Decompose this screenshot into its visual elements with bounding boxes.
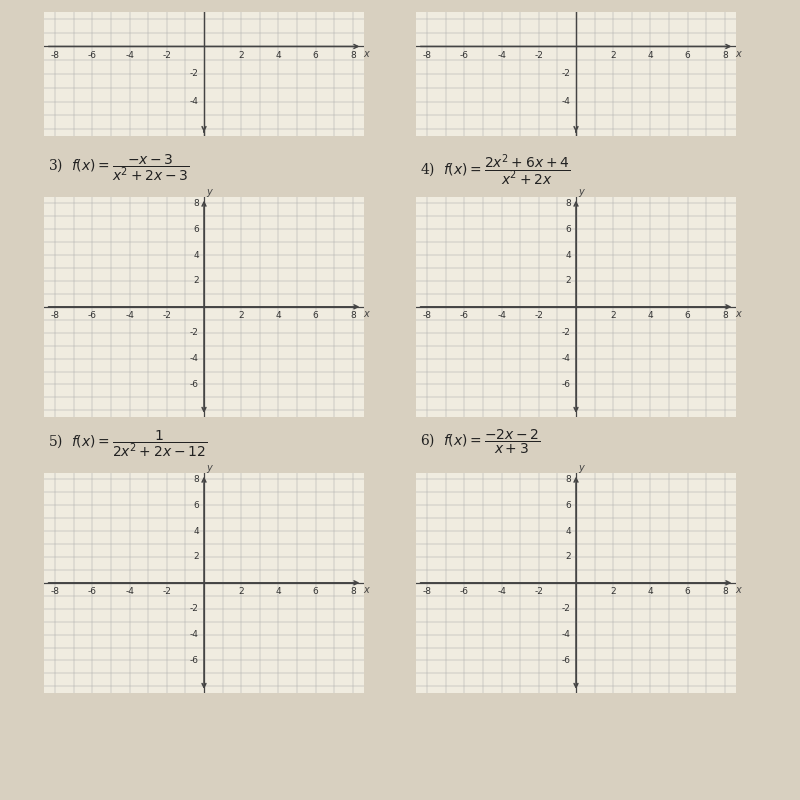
Text: 2: 2 (565, 277, 570, 286)
Text: 6: 6 (685, 51, 690, 60)
Text: -8: -8 (422, 311, 432, 320)
Text: -2: -2 (534, 51, 543, 60)
Text: -6: -6 (460, 587, 469, 596)
Text: 6: 6 (193, 501, 198, 510)
Text: -4: -4 (497, 51, 506, 60)
Text: 2: 2 (610, 311, 616, 320)
Text: 6)  $f(x) = \dfrac{-2x-2}{x+3}$: 6) $f(x) = \dfrac{-2x-2}{x+3}$ (420, 428, 541, 456)
Text: x: x (735, 585, 741, 595)
Text: -4: -4 (497, 311, 506, 320)
Text: 4: 4 (193, 526, 198, 535)
Text: y: y (578, 187, 584, 198)
Text: -6: -6 (88, 51, 97, 60)
Text: -2: -2 (162, 311, 171, 320)
Text: 5)  $f(x) = \dfrac{1}{2x^2+2x-12}$: 5) $f(x) = \dfrac{1}{2x^2+2x-12}$ (48, 428, 207, 459)
Text: 4: 4 (565, 526, 570, 535)
Text: -2: -2 (190, 328, 198, 337)
Text: 4: 4 (276, 587, 282, 596)
Text: -8: -8 (50, 311, 60, 320)
Text: -2: -2 (162, 51, 171, 60)
Text: 8: 8 (565, 474, 570, 484)
Text: -4: -4 (562, 630, 570, 639)
Text: 4: 4 (276, 51, 282, 60)
Text: 8: 8 (722, 51, 728, 60)
Text: -2: -2 (562, 604, 570, 613)
Text: 6: 6 (313, 311, 318, 320)
Text: -6: -6 (562, 380, 570, 389)
Text: x: x (735, 309, 741, 319)
Text: -8: -8 (50, 587, 60, 596)
Text: 4: 4 (648, 51, 654, 60)
Text: 4: 4 (648, 587, 654, 596)
Text: 2: 2 (238, 587, 244, 596)
Text: 8: 8 (350, 311, 356, 320)
Text: 2: 2 (238, 311, 244, 320)
Text: -8: -8 (422, 51, 432, 60)
Text: 8: 8 (193, 198, 198, 208)
Text: -6: -6 (460, 51, 469, 60)
Text: 6: 6 (685, 587, 690, 596)
Text: 4)  $f(x) = \dfrac{2x^2+6x+4}{x^2+2x}$: 4) $f(x) = \dfrac{2x^2+6x+4}{x^2+2x}$ (420, 152, 570, 187)
Text: 8: 8 (350, 587, 356, 596)
Text: -6: -6 (562, 656, 570, 665)
Text: y: y (578, 463, 584, 474)
Text: 3)  $f(x) = \dfrac{-x-3}{x^2+2x-3}$: 3) $f(x) = \dfrac{-x-3}{x^2+2x-3}$ (48, 152, 190, 183)
Text: -4: -4 (497, 587, 506, 596)
Text: -6: -6 (88, 311, 97, 320)
Text: x: x (735, 49, 741, 59)
Text: 2: 2 (238, 51, 244, 60)
Text: 8: 8 (722, 587, 728, 596)
Text: -4: -4 (562, 97, 570, 106)
Text: -8: -8 (422, 587, 432, 596)
Text: 2: 2 (565, 553, 570, 562)
Text: -6: -6 (190, 380, 198, 389)
Text: -4: -4 (125, 51, 134, 60)
Text: 8: 8 (722, 311, 728, 320)
Text: 8: 8 (565, 198, 570, 208)
Text: 6: 6 (685, 311, 690, 320)
Text: 6: 6 (565, 501, 570, 510)
Text: 4: 4 (276, 311, 282, 320)
Text: 8: 8 (193, 474, 198, 484)
Text: -6: -6 (88, 587, 97, 596)
Text: 2: 2 (193, 553, 198, 562)
Text: y: y (206, 463, 212, 474)
Text: -2: -2 (190, 70, 198, 78)
Text: -4: -4 (125, 587, 134, 596)
Text: 6: 6 (193, 225, 198, 234)
Text: 4: 4 (565, 250, 570, 259)
Text: x: x (363, 585, 369, 595)
Text: 4: 4 (193, 250, 198, 259)
Text: -4: -4 (190, 97, 198, 106)
Text: 2: 2 (193, 277, 198, 286)
Text: -6: -6 (460, 311, 469, 320)
Text: 6: 6 (565, 225, 570, 234)
Text: -6: -6 (190, 656, 198, 665)
Text: x: x (363, 309, 369, 319)
Text: -8: -8 (50, 51, 60, 60)
Text: -2: -2 (562, 70, 570, 78)
Text: -4: -4 (190, 630, 198, 639)
Text: -4: -4 (190, 354, 198, 363)
Text: 2: 2 (610, 51, 616, 60)
Text: -2: -2 (162, 587, 171, 596)
Text: -2: -2 (190, 604, 198, 613)
Text: -2: -2 (534, 311, 543, 320)
Text: -2: -2 (562, 328, 570, 337)
Text: y: y (206, 187, 212, 198)
Text: x: x (363, 49, 369, 59)
Text: 4: 4 (648, 311, 654, 320)
Text: 8: 8 (350, 51, 356, 60)
Text: -4: -4 (125, 311, 134, 320)
Text: 2: 2 (610, 587, 616, 596)
Text: 6: 6 (313, 51, 318, 60)
Text: 6: 6 (313, 587, 318, 596)
Text: -2: -2 (534, 587, 543, 596)
Text: -4: -4 (562, 354, 570, 363)
